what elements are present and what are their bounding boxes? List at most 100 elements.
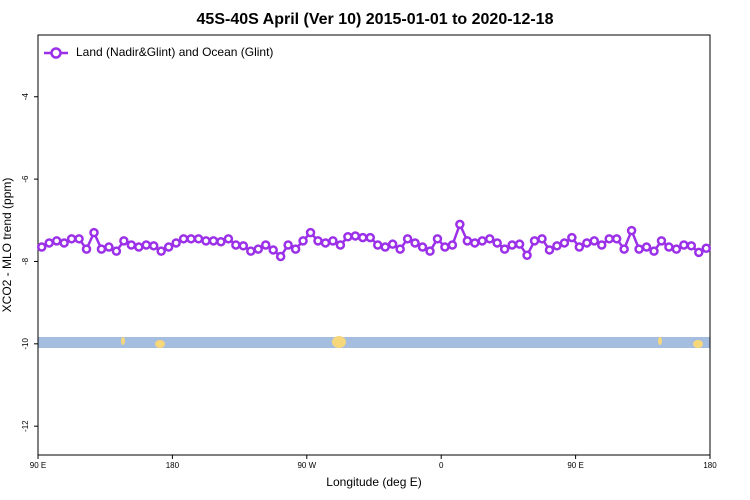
data-point xyxy=(372,240,383,250)
data-point xyxy=(36,242,47,252)
y-tick-label: -8 xyxy=(21,257,30,265)
data-point xyxy=(656,236,667,246)
land-blob xyxy=(658,337,662,345)
data-point xyxy=(134,242,144,252)
data-point xyxy=(216,236,226,247)
data-point xyxy=(89,227,99,238)
x-axis-label: Longitude (deg E) xyxy=(326,475,421,489)
ocean-band xyxy=(38,337,710,348)
data-point xyxy=(201,236,211,246)
x-tick-label: 180 xyxy=(703,461,717,470)
data-point xyxy=(126,240,137,250)
data-point xyxy=(51,236,62,246)
y-tick-label: -12 xyxy=(21,420,30,432)
data-point xyxy=(462,236,473,246)
data-point xyxy=(507,240,517,250)
data-point xyxy=(522,250,532,261)
data-point xyxy=(589,236,600,246)
data-point xyxy=(671,244,682,254)
data-point xyxy=(619,244,629,254)
land-blob xyxy=(693,340,703,348)
data-point xyxy=(492,238,502,248)
data-point xyxy=(477,236,488,246)
land-ocean-strip xyxy=(38,336,710,348)
land-blob xyxy=(121,337,125,345)
data-point xyxy=(96,244,107,254)
data-point xyxy=(328,236,338,246)
data-point xyxy=(649,246,659,256)
data-point xyxy=(223,234,234,244)
data-point xyxy=(544,245,555,255)
data-point xyxy=(163,242,174,252)
data-point xyxy=(231,240,241,250)
data-point xyxy=(313,236,323,246)
data-point xyxy=(156,246,166,256)
data-point xyxy=(44,238,54,248)
data-point xyxy=(290,244,301,254)
data-point xyxy=(402,234,413,244)
data-point xyxy=(484,234,495,244)
data-point xyxy=(320,238,331,248)
data-point xyxy=(365,232,376,243)
data-point xyxy=(514,239,525,249)
data-point xyxy=(634,244,644,254)
data-point xyxy=(81,244,92,254)
x-tick-label: 0 xyxy=(439,461,444,470)
data-point xyxy=(410,238,420,248)
data-point xyxy=(268,245,278,255)
data-point xyxy=(305,227,316,238)
data-point xyxy=(499,244,510,254)
data-point xyxy=(260,240,271,250)
data-point xyxy=(596,240,607,250)
data-point xyxy=(74,234,84,244)
data-point xyxy=(119,236,129,246)
data-point xyxy=(440,242,450,252)
land-blob xyxy=(155,340,165,348)
data-point xyxy=(694,247,704,258)
data-point xyxy=(275,251,286,262)
data-point xyxy=(432,234,443,244)
data-point xyxy=(425,246,435,256)
data-point xyxy=(664,242,674,252)
data-point xyxy=(66,234,77,244)
data-point xyxy=(552,241,562,251)
data-point xyxy=(604,234,614,244)
data-point xyxy=(567,232,577,243)
data-point xyxy=(283,240,293,250)
data-point xyxy=(387,239,398,249)
x-tick-label: 90 W xyxy=(297,461,316,470)
x-tick-label: 180 xyxy=(166,461,180,470)
data-point xyxy=(335,240,346,250)
data-point xyxy=(611,234,622,244)
data-point xyxy=(529,236,540,246)
data-point xyxy=(701,243,712,254)
data-point xyxy=(417,242,428,252)
data-point xyxy=(686,241,697,251)
data-point xyxy=(380,242,390,252)
data-point xyxy=(559,238,570,248)
data-point xyxy=(447,240,458,250)
chart-title: 45S-40S April (Ver 10) 2015-01-01 to 202… xyxy=(197,11,554,28)
data-point xyxy=(455,219,465,230)
data-point xyxy=(148,241,159,251)
data-point xyxy=(358,232,368,243)
data-point xyxy=(186,234,196,244)
y-tick-label: -10 xyxy=(21,337,30,349)
data-point xyxy=(574,242,585,252)
land-blob xyxy=(332,336,346,348)
data-point xyxy=(193,234,204,244)
data-point xyxy=(537,234,547,244)
y-tick-label: -6 xyxy=(21,175,30,183)
data-point xyxy=(253,244,264,254)
data-point xyxy=(679,240,689,250)
data-point xyxy=(246,246,256,256)
data-point xyxy=(350,231,361,241)
data-point xyxy=(626,225,637,236)
data-point xyxy=(171,238,181,248)
y-axis-label: XCO2 - MLO trend (ppm) xyxy=(0,178,14,313)
data-point xyxy=(298,236,308,246)
data-point xyxy=(141,240,152,250)
data-point xyxy=(582,238,592,248)
data-point xyxy=(641,242,652,252)
